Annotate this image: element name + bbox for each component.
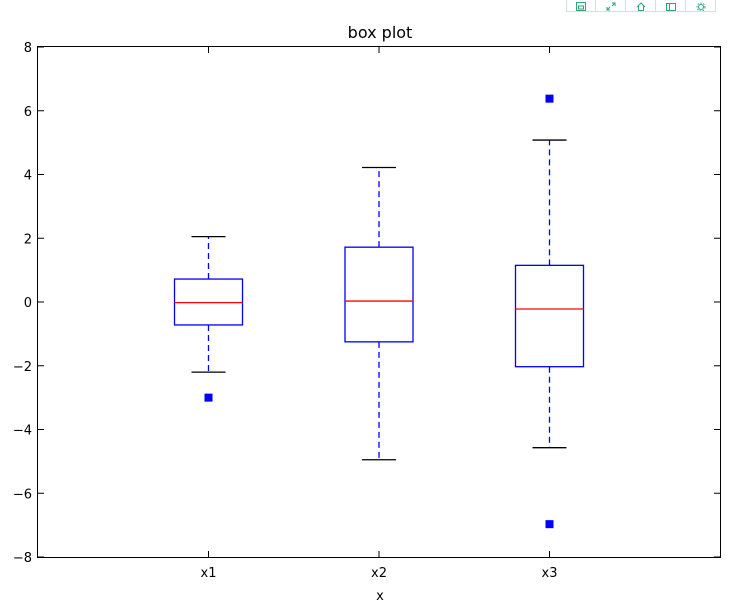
box-iqr — [514, 264, 585, 368]
y-tick-label: 8 — [24, 41, 32, 56]
y-tick-label: 0 — [24, 296, 32, 311]
y-tick-label: 4 — [24, 169, 32, 184]
x-tick-label: x3 — [542, 566, 558, 581]
chart-title: box plot — [348, 23, 413, 42]
y-tick-label: −2 — [13, 360, 32, 375]
x-tick-label: x2 — [371, 566, 387, 581]
box-group-x2 — [344, 166, 414, 461]
y-tick-label: −6 — [13, 487, 32, 502]
x-axis-label: x — [376, 589, 384, 604]
settings-gear-icon — [696, 2, 705, 11]
home-icon — [636, 2, 645, 11]
outlier-point — [545, 520, 554, 529]
plot-area — [173, 94, 585, 529]
save-icon — [576, 2, 586, 11]
x-axis: x1 x2 x3 — [201, 47, 558, 581]
x-tick-label: x1 — [201, 566, 217, 581]
y-tick-label: 2 — [24, 232, 32, 247]
box-group-x1 — [173, 236, 244, 402]
settings-button[interactable] — [686, 0, 716, 12]
zoom-box-icon — [665, 3, 676, 11]
axes-frame — [37, 46, 721, 558]
expand-button[interactable] — [596, 0, 626, 12]
plot-toolbar — [566, 0, 716, 12]
expand-icon — [606, 2, 615, 11]
box-group-x3 — [514, 94, 585, 529]
y-axis: −8 −6 −4 −2 0 2 4 6 8 — [13, 41, 720, 566]
outlier-point — [204, 393, 213, 402]
outlier-point — [545, 94, 554, 103]
box-iqr — [344, 246, 414, 343]
y-tick-label: 6 — [24, 105, 32, 120]
save-button[interactable] — [566, 0, 596, 12]
y-tick-label: −8 — [13, 551, 32, 566]
zoom-box-button[interactable] — [656, 0, 686, 12]
home-button[interactable] — [626, 0, 656, 12]
y-tick-label: −4 — [13, 424, 32, 439]
